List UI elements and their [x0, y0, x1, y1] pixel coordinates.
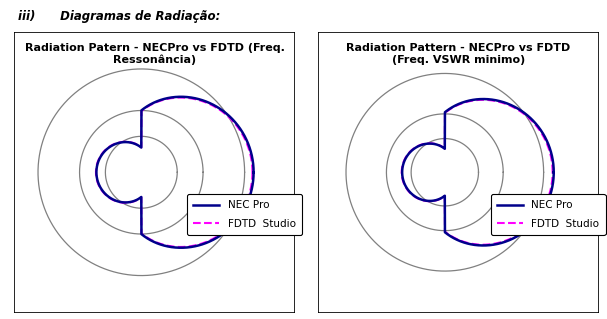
Legend: NEC Pro, FDTD  Studio: NEC Pro, FDTD Studio	[187, 194, 302, 235]
FancyBboxPatch shape	[15, 32, 295, 313]
Text: iii)      Diagramas de Radiação:: iii) Diagramas de Radiação:	[18, 10, 220, 23]
Legend: NEC Pro, FDTD  Studio: NEC Pro, FDTD Studio	[490, 194, 606, 235]
Text: Radiation Pattern - NECPro vs FDTD
(Freq. VSWR minimo): Radiation Pattern - NECPro vs FDTD (Freq…	[346, 43, 571, 65]
FancyBboxPatch shape	[318, 32, 599, 313]
Text: Radiation Patern - NECPro vs FDTD (Freq.
Ressonância): Radiation Patern - NECPro vs FDTD (Freq.…	[25, 43, 285, 65]
